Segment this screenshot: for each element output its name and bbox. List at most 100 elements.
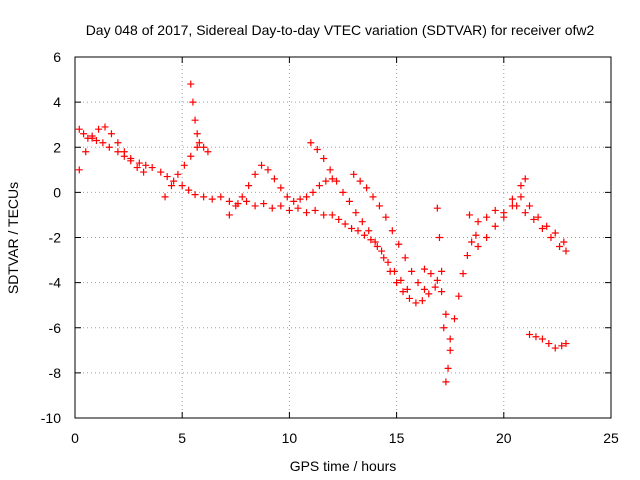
data-point (193, 130, 201, 138)
series-track-m (513, 202, 570, 255)
data-point (303, 209, 311, 217)
data-point (354, 227, 362, 235)
data-point (163, 173, 171, 181)
data-point (313, 146, 321, 154)
data-point (185, 186, 193, 194)
series-track-h (350, 170, 428, 293)
data-point (358, 218, 366, 226)
data-point (309, 188, 317, 196)
data-point (562, 340, 570, 348)
data-point (335, 215, 343, 223)
data-point (105, 143, 113, 151)
chart-title: Day 048 of 2017, Sidereal Day-to-day VTE… (86, 22, 595, 38)
data-point (446, 346, 454, 354)
series-track-i (420, 231, 480, 343)
y-tick-label: 2 (53, 139, 61, 155)
data-point (513, 202, 521, 210)
data-point (167, 182, 175, 190)
data-point (348, 224, 356, 232)
data-point (195, 139, 203, 147)
data-point (174, 170, 182, 178)
data-point (425, 290, 433, 298)
data-point (277, 184, 285, 192)
data-point (378, 247, 386, 255)
data-point (543, 222, 551, 230)
data-point (258, 161, 266, 169)
axis-ticks: 0 5 10 15 20 25 -10 -8 -6 -4 -2 0 2 4 6 (41, 49, 619, 446)
data-point (538, 224, 546, 232)
data-point (491, 206, 499, 214)
data-point (328, 211, 336, 219)
series-track-a (75, 125, 336, 219)
data-point (551, 229, 559, 237)
data-point (408, 267, 416, 275)
data-point (120, 148, 128, 156)
data-point (260, 200, 268, 208)
data-point (170, 177, 178, 185)
data-point (315, 182, 323, 190)
data-point (311, 206, 319, 214)
data-point (558, 342, 566, 350)
data-point (420, 265, 428, 273)
series-track-b (75, 123, 148, 176)
data-point (180, 161, 188, 169)
data-point (114, 139, 122, 147)
data-point (285, 206, 293, 214)
y-axis-label: SDTVAR / TECUs (5, 182, 21, 294)
data-point (82, 148, 90, 156)
data-point (472, 231, 480, 239)
data-point (397, 276, 405, 284)
data-point (303, 193, 311, 201)
data-point (101, 123, 109, 131)
data-point (547, 234, 555, 241)
data-point (339, 188, 347, 196)
data-point (468, 238, 476, 246)
data-point (375, 202, 383, 210)
data-point (463, 252, 471, 260)
data-point (75, 125, 83, 133)
data-point (92, 136, 100, 144)
data-point (446, 335, 454, 343)
grid (75, 57, 611, 418)
data-points (75, 80, 570, 386)
x-tick-label: 15 (389, 430, 405, 446)
data-point (161, 193, 169, 201)
data-point (133, 164, 141, 172)
data-point (245, 182, 253, 190)
data-point (75, 166, 83, 174)
data-point (403, 285, 411, 293)
data-point (178, 182, 186, 190)
data-point (80, 130, 88, 138)
data-point (483, 213, 491, 221)
data-point (431, 283, 439, 291)
data-point (270, 175, 278, 183)
data-point (127, 157, 135, 165)
data-point (433, 276, 441, 284)
data-point (521, 209, 529, 217)
data-point (369, 193, 377, 201)
data-point (326, 166, 334, 174)
series-track-e (225, 161, 336, 219)
data-point (328, 175, 336, 183)
data-point (296, 195, 304, 203)
data-point (395, 240, 403, 248)
data-point (187, 152, 195, 160)
data-point (193, 143, 201, 151)
data-point (435, 234, 443, 241)
data-point (393, 279, 401, 287)
data-point (538, 335, 546, 343)
series-track-g (335, 215, 439, 307)
series-spike-d (187, 80, 203, 147)
series-track-l (474, 175, 529, 251)
data-point (551, 344, 559, 352)
data-point (556, 243, 564, 251)
data-point (290, 197, 298, 205)
data-point (521, 175, 529, 183)
data-point (363, 184, 371, 192)
data-point (500, 209, 508, 217)
data-point (427, 270, 435, 278)
data-point (225, 211, 233, 219)
data-point (268, 204, 276, 212)
y-tick-label: -10 (41, 410, 61, 426)
